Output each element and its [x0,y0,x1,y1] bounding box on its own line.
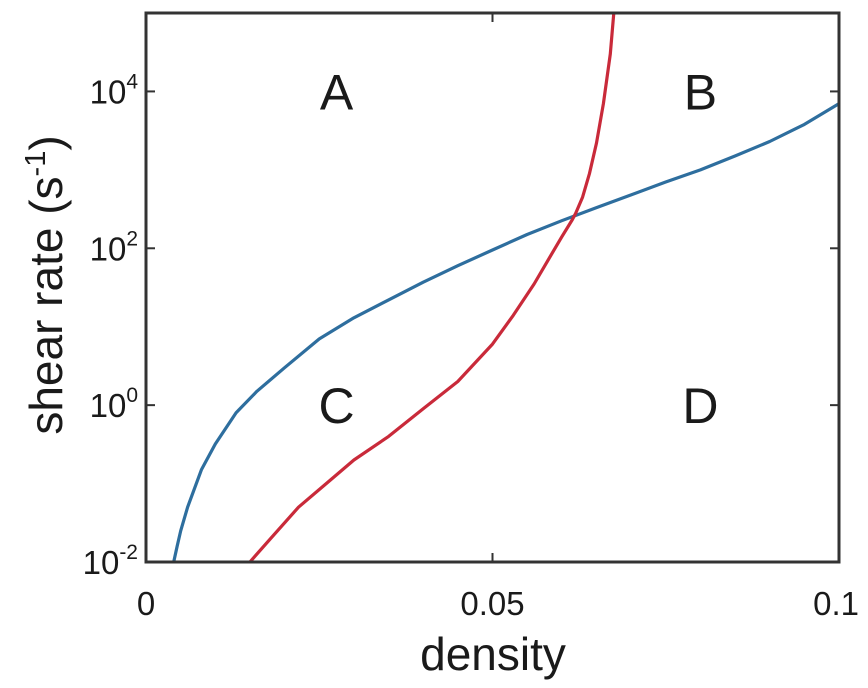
y-axis-label-close: ) [20,135,72,150]
series-line-2 [248,13,616,562]
y-axis-label-main: shear rate (s [20,176,72,434]
plot-frame [144,11,841,564]
x-tick-label: 0.05 [460,585,524,622]
series-group [172,13,839,562]
region-labels: A B C D [319,64,719,434]
x-tick-label: 0.1 [813,585,859,622]
region-label-c: C [319,378,355,434]
y-tick-label: 100 [90,384,138,424]
x-tick-labels: 0 0.05 0.1 [137,585,859,622]
region-label-d: D [682,378,718,434]
y-tick-label: 10-2 [83,541,138,581]
y-tick-labels: 10-2 100 102 104 [83,70,139,581]
region-label-b: B [684,64,717,120]
x-axis-label: density [420,628,566,680]
y-tick-label: 104 [90,70,139,110]
axis-ticks [145,13,840,563]
x-tick-label: 0 [137,585,155,622]
y-tick-label: 102 [90,227,138,267]
region-label-a: A [320,64,354,120]
series-line-1 [172,101,839,562]
y-axis-label-exponent: -1 [20,151,52,177]
y-axis-label: shear rate (s-1) [20,135,72,434]
